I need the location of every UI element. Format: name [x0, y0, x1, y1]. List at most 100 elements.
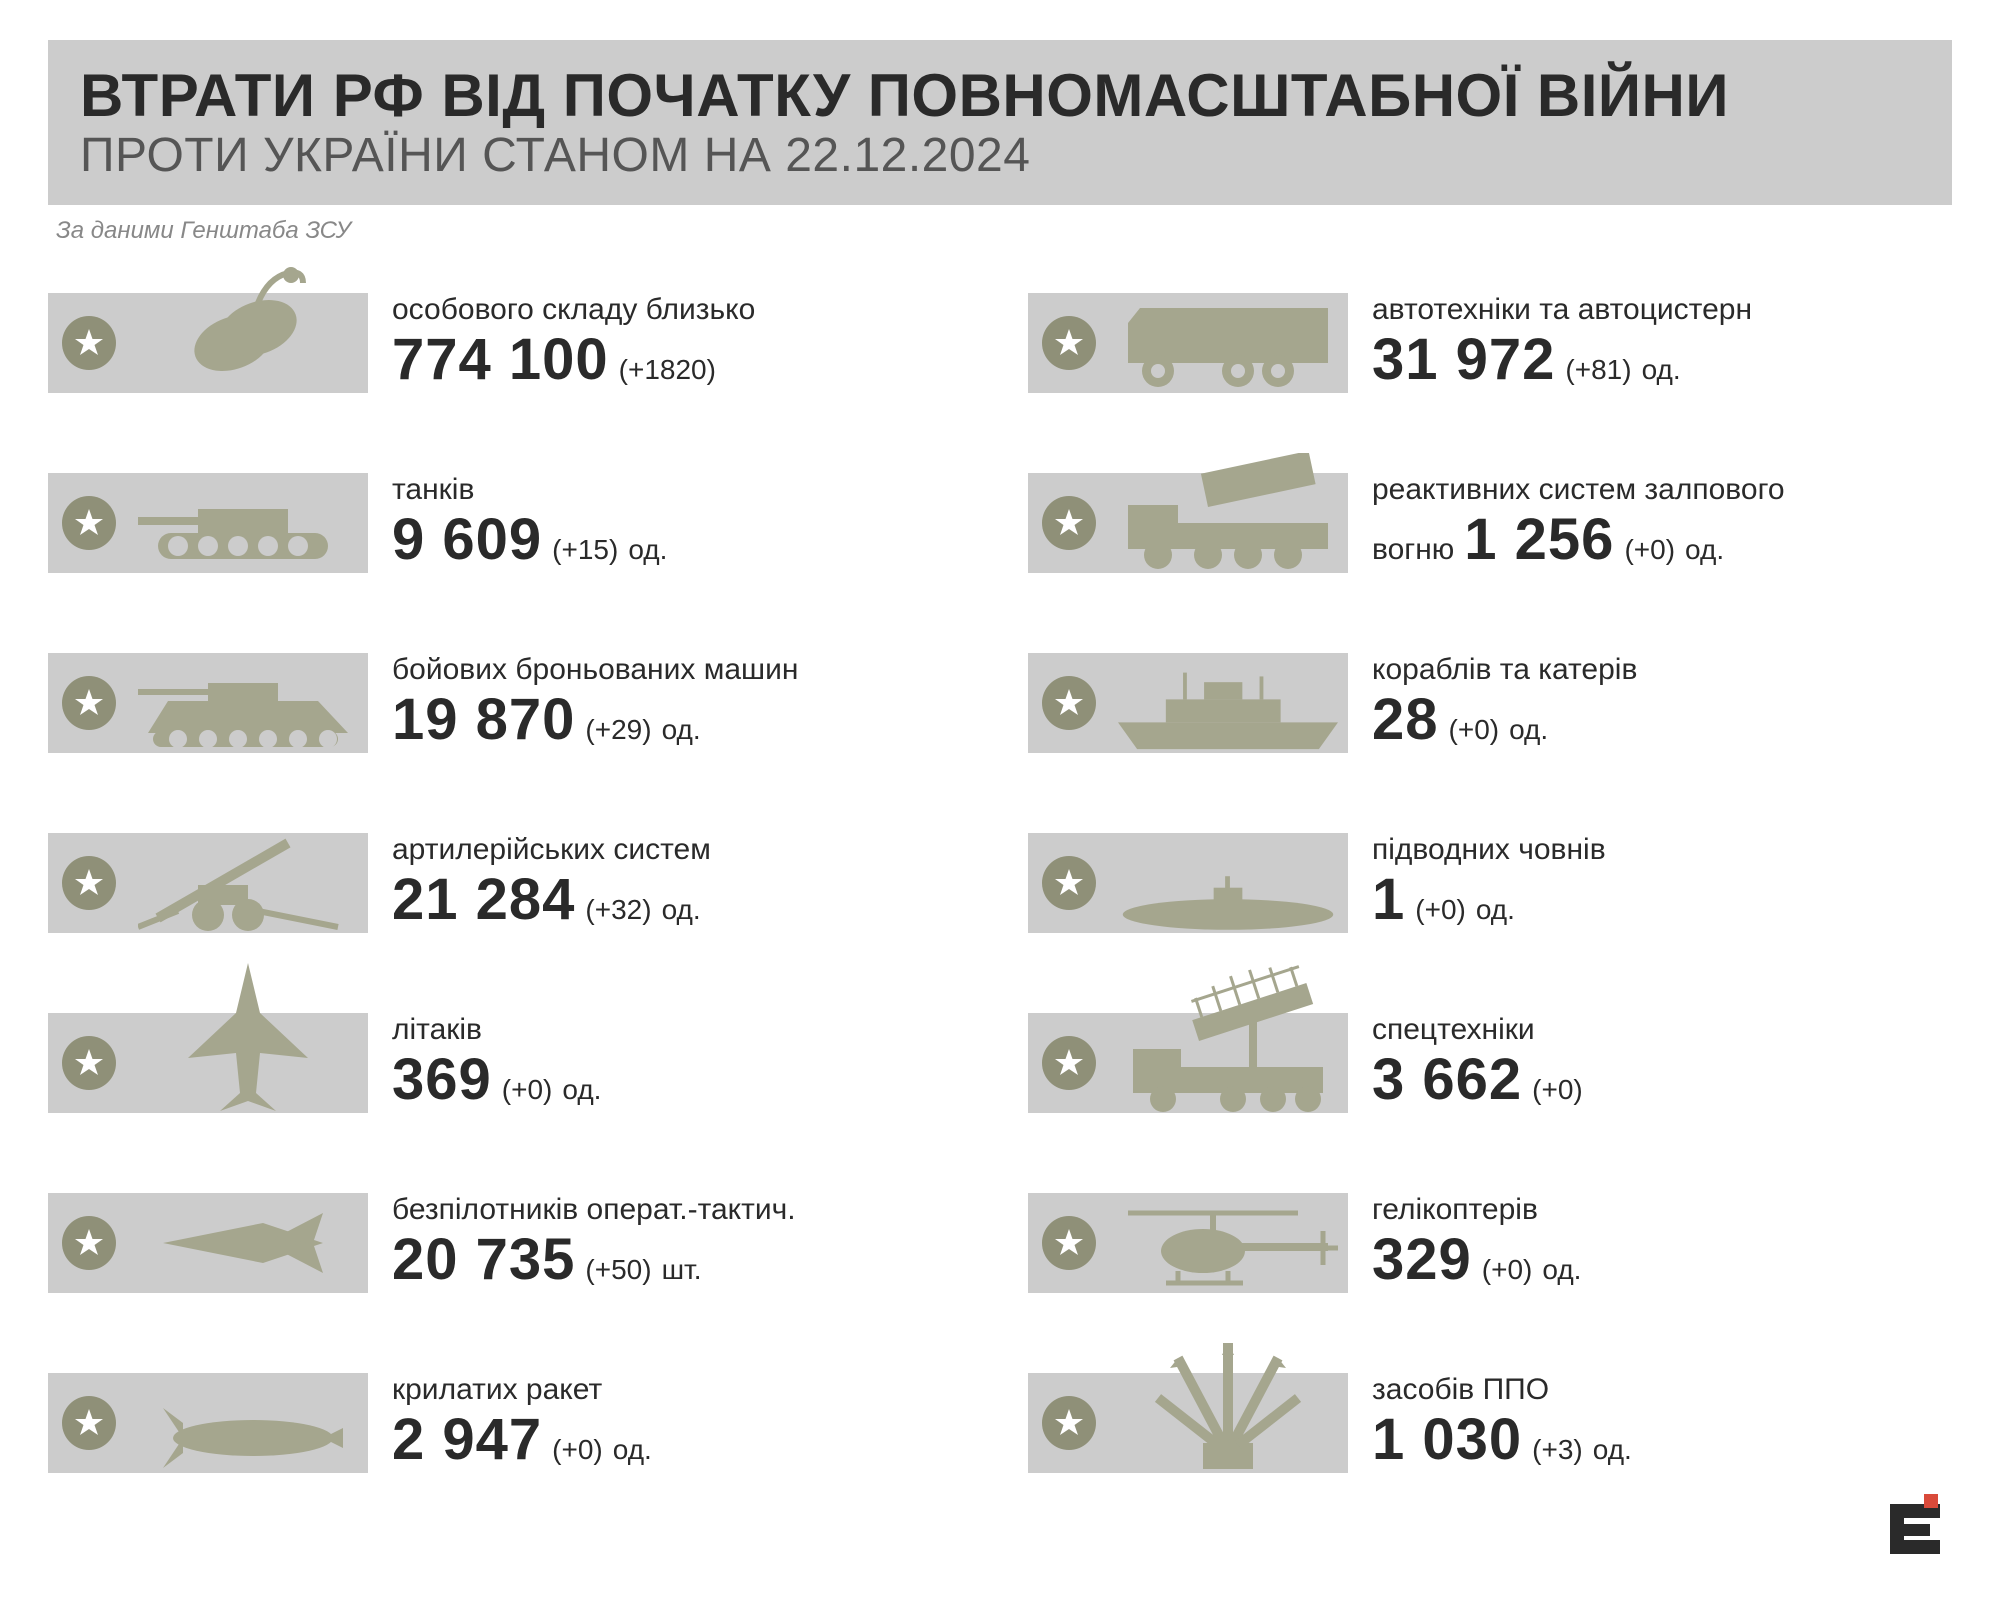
- stat-label: літаків: [392, 1013, 601, 1046]
- stat-delta: (+0): [552, 1434, 603, 1466]
- stat-delta: (+1820): [619, 354, 716, 386]
- left-column: особового складу близько774 100(+1820) та…: [48, 273, 972, 1493]
- stat-delta: (+3): [1532, 1434, 1583, 1466]
- stat-row: танків9 609(+15)од.: [48, 453, 972, 593]
- stat-label: крилатих ракет: [392, 1373, 652, 1406]
- stat-unit: од.: [562, 1074, 601, 1106]
- stat-label: засобів ППО: [1372, 1373, 1632, 1406]
- icon-slot: [48, 293, 368, 393]
- drone-icon: [138, 1153, 358, 1293]
- star-badge-icon: [1042, 1396, 1096, 1450]
- stat-label-2: вогню: [1372, 533, 1454, 567]
- star-badge-icon: [62, 496, 116, 550]
- stat-row: спецтехніки3 662(+0): [1028, 993, 1952, 1133]
- icon-slot: [48, 473, 368, 573]
- stat-label: кораблів та катерів: [1372, 653, 1637, 686]
- stat-unit: од.: [1476, 894, 1515, 926]
- stat-delta: (+0): [1449, 714, 1500, 746]
- text-slot: артилерійських систем21 284(+32)од.: [368, 833, 711, 933]
- stat-row: реактивних систем залпового вогню 1 256 (+0…: [1028, 453, 1952, 593]
- source-logo: [1880, 1494, 1950, 1564]
- stat-delta: (+29): [585, 714, 651, 746]
- value-line: 9 609(+15)од.: [392, 506, 667, 573]
- ship-icon: [1118, 613, 1338, 753]
- value-line: 3 662(+0): [1372, 1046, 1583, 1113]
- stat-delta: (+50): [585, 1254, 651, 1286]
- icon-slot: [1028, 1193, 1348, 1293]
- apc-icon: [138, 613, 358, 753]
- value-line: 1 030 (+3) од.: [1372, 1406, 1632, 1473]
- stat-value: 1 256: [1464, 506, 1614, 573]
- stat-row: кораблів та катерів28(+0)од.: [1028, 633, 1952, 773]
- icon-slot: [48, 833, 368, 933]
- star-badge-icon: [62, 1036, 116, 1090]
- value-line: 31 972(+81)од.: [1372, 326, 1752, 393]
- stat-unit: шт.: [662, 1254, 702, 1286]
- page-subtitle: ПРОТИ УКРАЇНИ СТАНОМ НА 22.12.2024: [80, 127, 1920, 185]
- right-column: автотехніки та автоцистерн31 972(+81)од.…: [1028, 273, 1952, 1493]
- value-line: вогню 1 256 (+0) од.: [1372, 506, 1785, 573]
- stat-row: безпілотників операт.-тактич.20 735(+50)…: [48, 1173, 972, 1313]
- stat-label: танків: [392, 473, 667, 506]
- text-slot: літаків369 (+0) од.: [368, 1013, 601, 1113]
- text-slot: крилатих ракет2 947(+0)од.: [368, 1373, 652, 1473]
- artillery-icon: [138, 793, 358, 933]
- value-line: 1(+0)од.: [1372, 866, 1606, 933]
- text-slot: безпілотників операт.-тактич.20 735(+50)…: [368, 1193, 796, 1293]
- value-line: 19 870(+29)од.: [392, 686, 798, 753]
- stat-row: літаків369 (+0) од.: [48, 993, 972, 1133]
- stat-row: крилатих ракет2 947(+0)од.: [48, 1353, 972, 1493]
- columns: особового складу близько774 100(+1820) та…: [48, 273, 1952, 1493]
- icon-slot: [48, 653, 368, 753]
- page-title: ВТРАТИ РФ ВІД ПОЧАТКУ ПОВНОМАСШТАБНОЇ ВІ…: [80, 64, 1920, 127]
- stat-label: підводних човнів: [1372, 833, 1606, 866]
- stat-value: 369: [392, 1046, 492, 1113]
- value-line: 21 284(+32)од.: [392, 866, 711, 933]
- text-slot: реактивних систем залпового вогню 1 256 (+0…: [1348, 473, 1785, 573]
- stat-unit: од.: [662, 894, 701, 926]
- star-badge-icon: [1042, 496, 1096, 550]
- stat-value: 1 030: [1372, 1406, 1522, 1473]
- stat-row: артилерійських систем21 284(+32)од.: [48, 813, 972, 953]
- missile-icon: [138, 1333, 358, 1473]
- stat-label: спецтехніки: [1372, 1013, 1583, 1046]
- stat-unit: од.: [1642, 354, 1681, 386]
- stat-row: особового складу близько774 100(+1820): [48, 273, 972, 413]
- star-badge-icon: [1042, 856, 1096, 910]
- text-slot: підводних човнів1(+0)од.: [1348, 833, 1606, 933]
- stat-value: 20 735: [392, 1226, 575, 1293]
- value-line: 369 (+0) од.: [392, 1046, 601, 1113]
- dogtag-icon: [138, 253, 358, 393]
- icon-slot: [1028, 293, 1348, 393]
- star-badge-icon: [1042, 1036, 1096, 1090]
- stat-label: реактивних систем залпового: [1372, 473, 1785, 506]
- stat-value: 1: [1372, 866, 1405, 933]
- stat-value: 21 284: [392, 866, 575, 933]
- stat-delta: (+15): [552, 534, 618, 566]
- stat-unit: од.: [1685, 534, 1724, 566]
- text-slot: бойових броньованих машин19 870(+29)од.: [368, 653, 798, 753]
- stat-unit: од.: [613, 1434, 652, 1466]
- icon-slot: [1028, 1013, 1348, 1113]
- jet-icon: [138, 973, 358, 1113]
- icon-slot: [48, 1013, 368, 1113]
- stat-value: 28: [1372, 686, 1439, 753]
- stat-row: засобів ППО1 030 (+3) од.: [1028, 1353, 1952, 1493]
- stat-delta: (+0): [502, 1074, 553, 1106]
- text-slot: автотехніки та автоцистерн31 972(+81)од.: [1348, 293, 1752, 393]
- star-badge-icon: [62, 676, 116, 730]
- value-line: 774 100(+1820): [392, 326, 755, 393]
- icon-slot: [1028, 653, 1348, 753]
- icon-slot: [48, 1193, 368, 1293]
- value-line: 28(+0)од.: [1372, 686, 1637, 753]
- stat-delta: (+0): [1624, 534, 1675, 566]
- submarine-icon: [1118, 793, 1338, 933]
- header-block: ВТРАТИ РФ ВІД ПОЧАТКУ ПОВНОМАСШТАБНОЇ ВІ…: [48, 40, 1952, 205]
- stat-row: бойових броньованих машин19 870(+29)од.: [48, 633, 972, 773]
- stat-label: особового складу близько: [392, 293, 755, 326]
- tank-icon: [138, 433, 358, 573]
- stat-unit: од.: [1593, 1434, 1632, 1466]
- star-badge-icon: [1042, 1216, 1096, 1270]
- stat-value: 31 972: [1372, 326, 1555, 393]
- radar-icon: [1118, 973, 1338, 1113]
